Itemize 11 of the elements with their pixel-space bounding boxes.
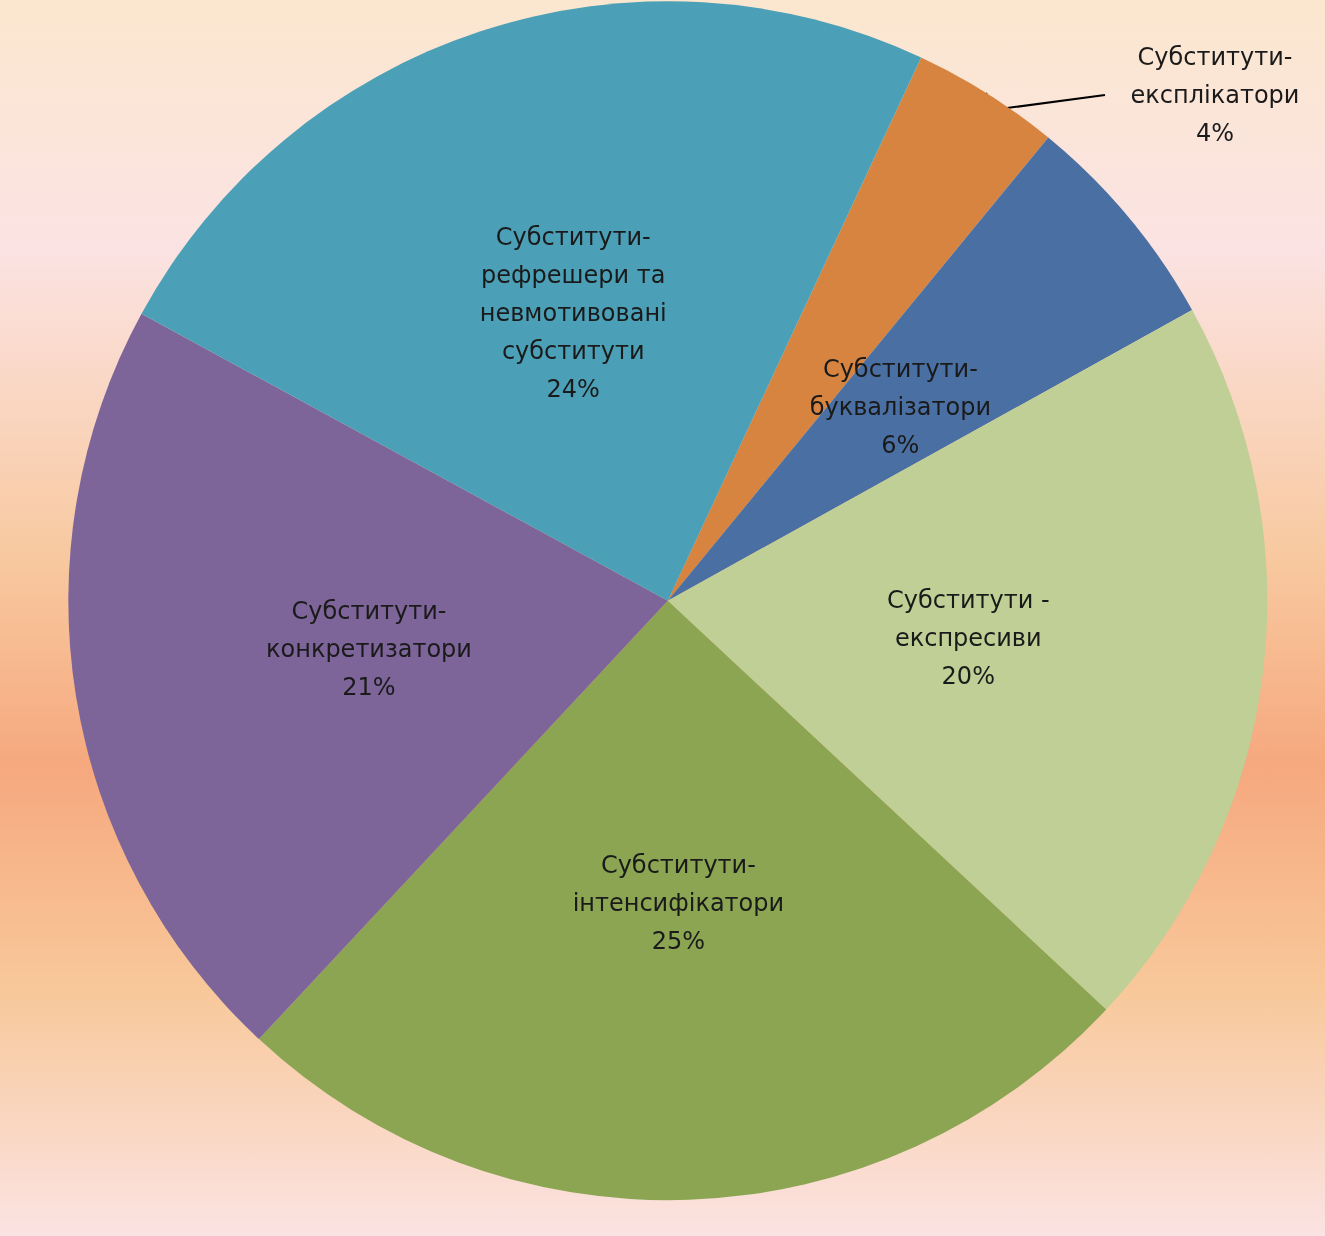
data-label: 20% — [941, 661, 995, 690]
data-label: 25% — [651, 927, 706, 956]
data-label: 6% — [881, 430, 920, 459]
data-label: 4% — [1195, 119, 1235, 147]
slice-label: Субститути- рефрешери та невмотивовані субститути — [479, 223, 667, 366]
slice-label: Субститути - експресиви — [886, 585, 1050, 652]
data-label: 21% — [342, 673, 396, 702]
slice-label: Субститути- конкретизатори — [266, 597, 472, 664]
slice-label: Субститути- інтенсифікатори — [572, 851, 785, 918]
data-label: 24% — [546, 375, 600, 404]
slice-label: Субститути- експлікатори — [1130, 43, 1300, 109]
